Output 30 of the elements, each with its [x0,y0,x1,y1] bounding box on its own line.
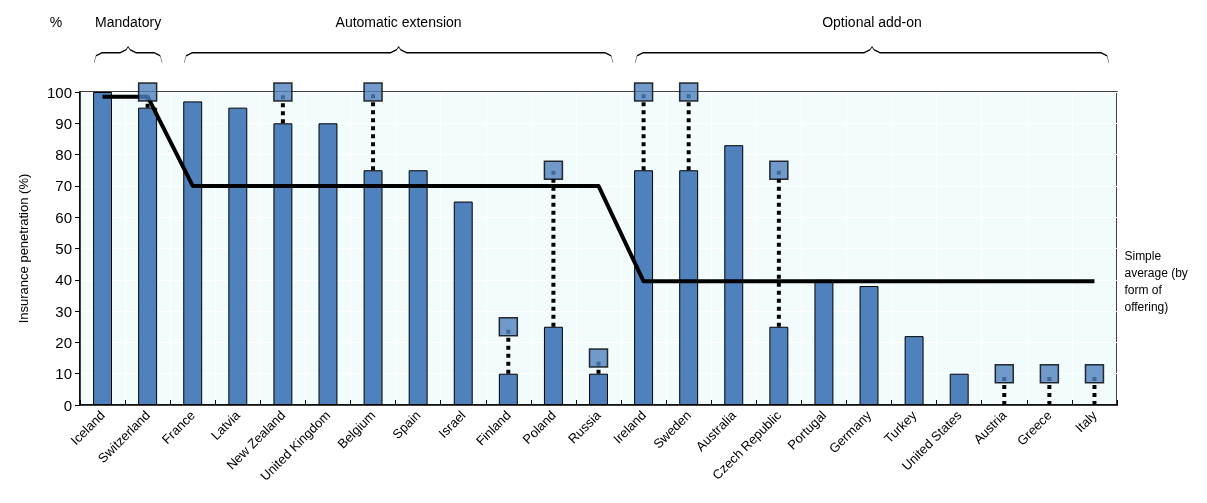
y-tick-label: 90 [55,114,72,132]
y-tick-label: 50 [55,240,72,257]
point [994,363,1015,384]
point [363,82,383,102]
y-tick-label: 60 [55,208,72,226]
point [769,160,789,180]
point [1039,363,1060,384]
text: Mandatory [95,14,162,30]
y-tick-label: 20 [55,333,72,351]
point [1084,363,1105,384]
point [633,82,654,102]
x-tick-label: Italy [1072,407,1101,436]
y-tick-label: 80 [55,146,72,164]
y-axis-title: Insurance penetration (%) [16,173,31,324]
y-tick-label: 30 [55,302,72,320]
y-tick-label: 40 [55,271,72,289]
text: Simple average (by form of offering) [1124,248,1192,314]
y-tick-label: 0 [63,396,72,414]
point [273,82,293,102]
text: Automatic extension [335,14,462,30]
text: % [49,14,63,30]
point [498,317,519,337]
point [543,160,564,180]
text: Optional add-on [822,14,922,30]
point [137,82,158,102]
y-tick-label: 100 [46,83,72,101]
y-tick-label: 70 [55,177,72,195]
point [588,348,609,368]
point [678,82,699,102]
y-tick-label: 10 [55,365,72,383]
